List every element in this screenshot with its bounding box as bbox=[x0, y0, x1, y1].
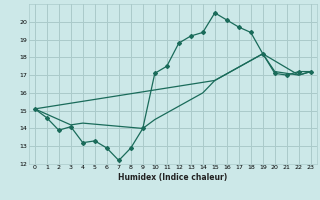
X-axis label: Humidex (Indice chaleur): Humidex (Indice chaleur) bbox=[118, 173, 228, 182]
